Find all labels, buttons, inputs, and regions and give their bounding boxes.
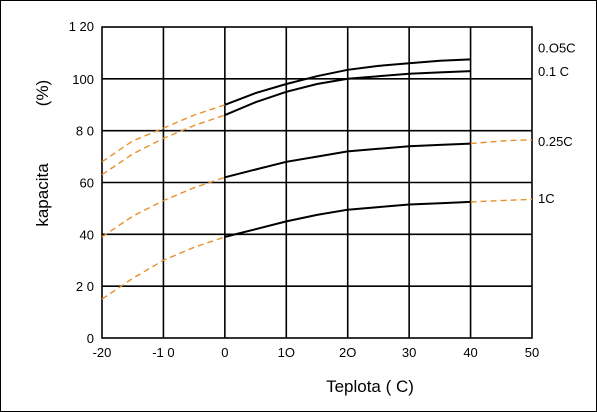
y-tick-label: 8 0	[76, 124, 94, 139]
series-line	[224, 200, 471, 238]
x-tick-label: 50	[525, 345, 539, 360]
series-label: 0.1 C	[538, 64, 569, 79]
y-tick-label: 0	[87, 331, 94, 346]
y-tick-label: 40	[80, 227, 94, 242]
x-tick-label: 30	[402, 345, 416, 360]
y-tick-label: 60	[80, 176, 94, 191]
grid	[101, 26, 533, 339]
series-labels: 0.O5C 0.1 C 0.25C 1C	[538, 41, 576, 206]
y-axis-unit-label: (%)	[33, 80, 52, 106]
series-label: 0.O5C	[538, 41, 576, 56]
x-tick-label: 2O	[339, 345, 356, 360]
x-tick-label: 0	[221, 345, 228, 360]
y-tick-label: 1 20	[69, 19, 94, 34]
x-tick-label: 1O	[278, 345, 295, 360]
series-line-extrapolated	[101, 104, 226, 163]
y-axis-label: kapacita	[33, 163, 52, 227]
series-line-extrapolated	[470, 139, 533, 145]
series-line-extrapolated	[101, 236, 226, 300]
x-tick-label: -20	[93, 345, 112, 360]
x-axis-label: Teplota ( C)	[326, 377, 414, 396]
series-line-extrapolated	[101, 114, 226, 176]
series-label: 1C	[538, 191, 555, 206]
y-tick-label: 2 0	[76, 279, 94, 294]
series-label: 0.25C	[538, 134, 573, 149]
x-tick-label: 40	[463, 345, 477, 360]
series-line	[224, 142, 471, 179]
x-tick-label: -1 0	[152, 345, 174, 360]
y-tick-label: 100	[72, 72, 94, 87]
series-line-extrapolated	[101, 176, 226, 238]
series-line-extrapolated	[470, 198, 533, 203]
series-line	[224, 58, 471, 106]
series-lines	[101, 58, 533, 300]
series-line	[224, 70, 471, 117]
